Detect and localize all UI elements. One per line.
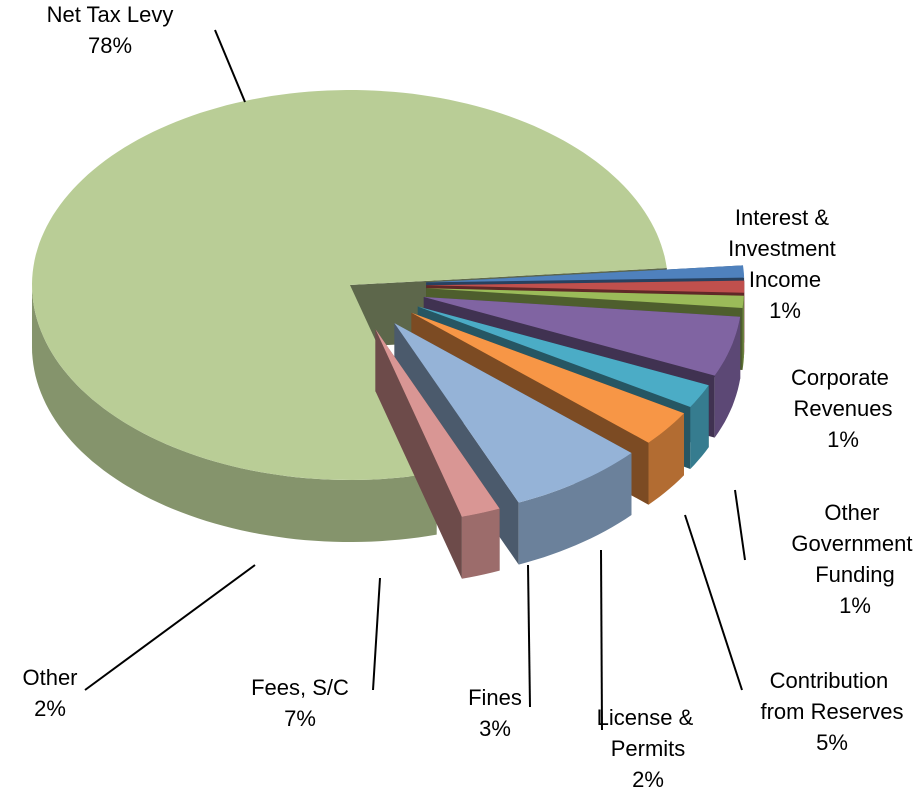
slice-label-line: Contribution: [770, 668, 895, 693]
slice-outer-side: [461, 508, 500, 579]
slice-value-label: 78%: [88, 33, 132, 58]
slice-label: License & Permits: [597, 705, 700, 761]
slice-label-line: License &: [597, 705, 700, 730]
slice-value-label: 1%: [827, 427, 859, 452]
slice-outer-side: [648, 413, 684, 505]
slice-label: Interest & Investment Income: [728, 205, 842, 292]
leader-line: [372, 577, 381, 691]
slice-top: [423, 297, 741, 376]
slice-top: [32, 90, 667, 480]
slice-label: Contribution from Reserves: [760, 668, 903, 724]
slice-label-line: Corporate: [791, 365, 895, 390]
slice: [375, 329, 500, 579]
leader-line: [214, 29, 246, 103]
leader-line: [734, 489, 746, 561]
leader-line: [84, 564, 256, 691]
slice-value-label: 1%: [839, 593, 871, 618]
slice-label-line: Other: [22, 665, 77, 690]
slice-label: Fees, S/C: [251, 675, 349, 700]
slice-value-label: 7%: [284, 706, 316, 731]
slice-value-label: 5%: [816, 730, 848, 755]
leader-line: [684, 514, 743, 691]
slice-label-line: Revenues: [793, 396, 892, 421]
slice-outer-side: [32, 285, 437, 542]
slice-label-line: Investment: [728, 236, 842, 261]
slice-value-label: 3%: [479, 716, 511, 741]
slice-top: [426, 288, 744, 308]
slice-top: [375, 329, 500, 517]
slice-label-line: Net Tax Levy: [47, 2, 174, 27]
slice-value-label: 2%: [632, 767, 664, 792]
slice-outer-side: [714, 316, 741, 438]
slice-label-line: Interest &: [735, 205, 835, 230]
slice-label-line: Funding: [815, 562, 895, 587]
slices: [32, 90, 745, 579]
slice-outer-side: [690, 385, 709, 469]
slice-label-line: Fines: [468, 685, 522, 710]
slice-label-line: Government: [791, 531, 918, 556]
slice-outer-side: [742, 295, 744, 370]
slice-label: Other Government Funding: [791, 500, 918, 587]
leader-line: [600, 549, 603, 731]
slice-label-line: Income: [749, 267, 821, 292]
slice-top: [426, 280, 745, 293]
slice-label-line: from Reserves: [760, 699, 903, 724]
slice-top: [417, 306, 709, 407]
labels: Interest & Investment Income 1% Corporate …: [22, 2, 918, 792]
slice-outer-side: [518, 453, 632, 565]
slice-top: [411, 312, 684, 443]
slice-label-line: Other: [824, 500, 885, 525]
slice-radial-side: [375, 329, 462, 579]
slice-label: Net Tax Levy: [47, 2, 174, 27]
slice-top: [394, 323, 632, 503]
slice-label: Fines: [468, 685, 522, 710]
slice-label: Other: [22, 665, 77, 690]
slice-label-line: Fees, S/C: [251, 675, 349, 700]
slice-value-label: 2%: [34, 696, 66, 721]
slice-label-line: Permits: [611, 736, 686, 761]
slice-label: Corporate Revenues: [791, 365, 895, 421]
slice-value-label: 1%: [769, 298, 801, 323]
leader-line: [527, 564, 531, 708]
slice-top: [426, 265, 745, 283]
